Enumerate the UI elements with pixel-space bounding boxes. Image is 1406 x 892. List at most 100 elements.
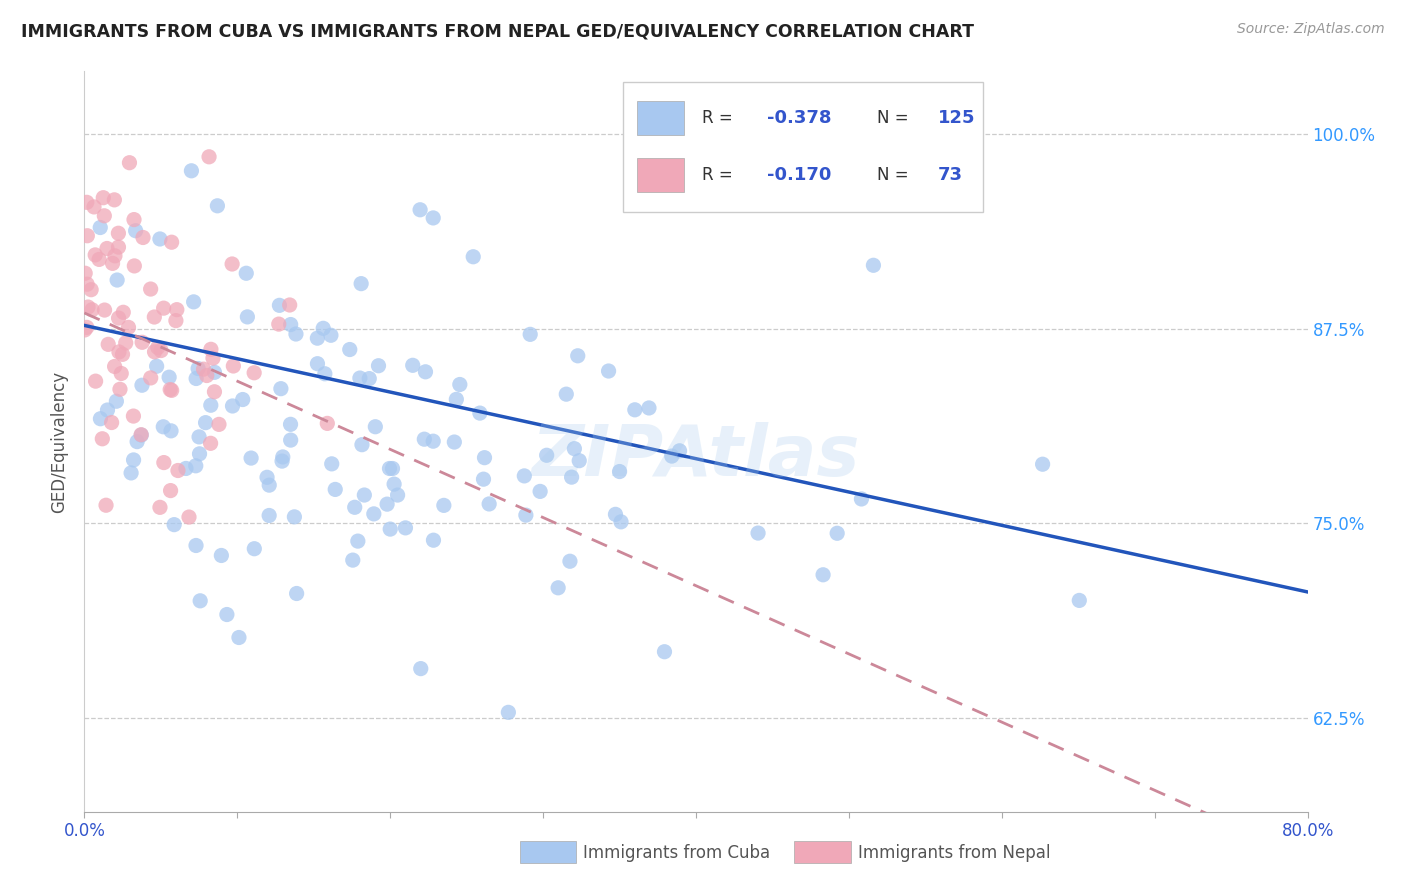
Point (198, 150, 221, 164)
Point (463, 250, 485, 264)
Point (468, 406, 491, 420)
Point (111, 347, 134, 361)
Point (104, 359, 127, 374)
Point (112, 305, 135, 319)
Point (564, 442, 586, 456)
Point (188, 447, 211, 461)
Point (515, 508, 537, 523)
Point (232, 392, 254, 407)
Point (221, 257, 243, 271)
Point (104, 249, 127, 263)
Text: 73: 73 (938, 166, 963, 184)
Point (105, 273, 128, 287)
Point (1069, 593, 1091, 607)
Bar (637, 159, 683, 192)
Point (107, 240, 129, 254)
Point (124, 224, 146, 238)
Point (375, 497, 398, 511)
Point (349, 371, 371, 385)
Point (811, 567, 834, 582)
Point (207, 199, 229, 213)
Point (269, 298, 291, 312)
Point (153, 456, 176, 470)
Point (316, 417, 339, 431)
Point (163, 517, 186, 532)
Point (184, 458, 207, 473)
Point (160, 235, 183, 250)
Point (240, 451, 263, 466)
Point (284, 326, 307, 341)
Point (139, 282, 162, 296)
Point (160, 424, 183, 438)
Point (609, 465, 631, 479)
Point (96, 242, 118, 256)
Point (270, 382, 292, 396)
Point (236, 310, 259, 324)
Point (267, 317, 290, 331)
Point (380, 522, 402, 536)
Text: R =: R = (702, 166, 738, 184)
Point (184, 539, 207, 553)
Point (145, 359, 167, 374)
Point (91, 432, 114, 446)
Point (567, 349, 589, 363)
Point (449, 377, 471, 392)
Point (107, 311, 129, 326)
Point (94, 498, 117, 512)
Point (638, 401, 661, 415)
Point (108, 345, 131, 359)
Point (100, 416, 122, 430)
Point (278, 298, 301, 312)
Point (862, 258, 884, 272)
Point (177, 510, 200, 524)
Point (605, 508, 627, 522)
Point (558, 554, 581, 568)
Point (143, 310, 166, 324)
Point (157, 370, 180, 384)
Point (547, 581, 569, 595)
Point (402, 359, 425, 373)
Point (561, 470, 583, 484)
Point (851, 491, 873, 506)
Point (661, 449, 683, 463)
Text: 125: 125 (938, 109, 976, 127)
Point (235, 266, 257, 280)
Point (474, 450, 496, 465)
Point (193, 362, 215, 376)
Point (359, 371, 381, 385)
Point (339, 343, 361, 357)
Point (536, 448, 558, 462)
Point (165, 313, 187, 327)
Point (568, 453, 591, 467)
Point (188, 430, 211, 444)
Point (152, 301, 174, 315)
Text: Immigrants from Cuba: Immigrants from Cuba (583, 844, 770, 862)
Point (97, 337, 120, 351)
Point (129, 428, 152, 442)
Point (174, 461, 197, 475)
Point (314, 367, 336, 381)
Point (342, 553, 364, 567)
Point (472, 472, 495, 486)
Point (76, 320, 98, 334)
Point (73, 323, 96, 337)
Point (187, 361, 209, 376)
Point (747, 526, 769, 541)
Point (139, 371, 162, 385)
Point (221, 399, 243, 413)
Point (825, 526, 848, 541)
Point (363, 507, 385, 521)
Point (307, 331, 329, 345)
Point (364, 419, 387, 434)
Text: N =: N = (877, 109, 914, 127)
Point (433, 499, 456, 513)
Point (280, 318, 302, 332)
Point (387, 488, 409, 502)
Text: -0.170: -0.170 (766, 166, 831, 184)
Point (84, 248, 107, 262)
Point (610, 515, 633, 529)
Point (159, 383, 181, 397)
Point (110, 367, 132, 381)
Point (382, 477, 405, 491)
Point (188, 594, 211, 608)
